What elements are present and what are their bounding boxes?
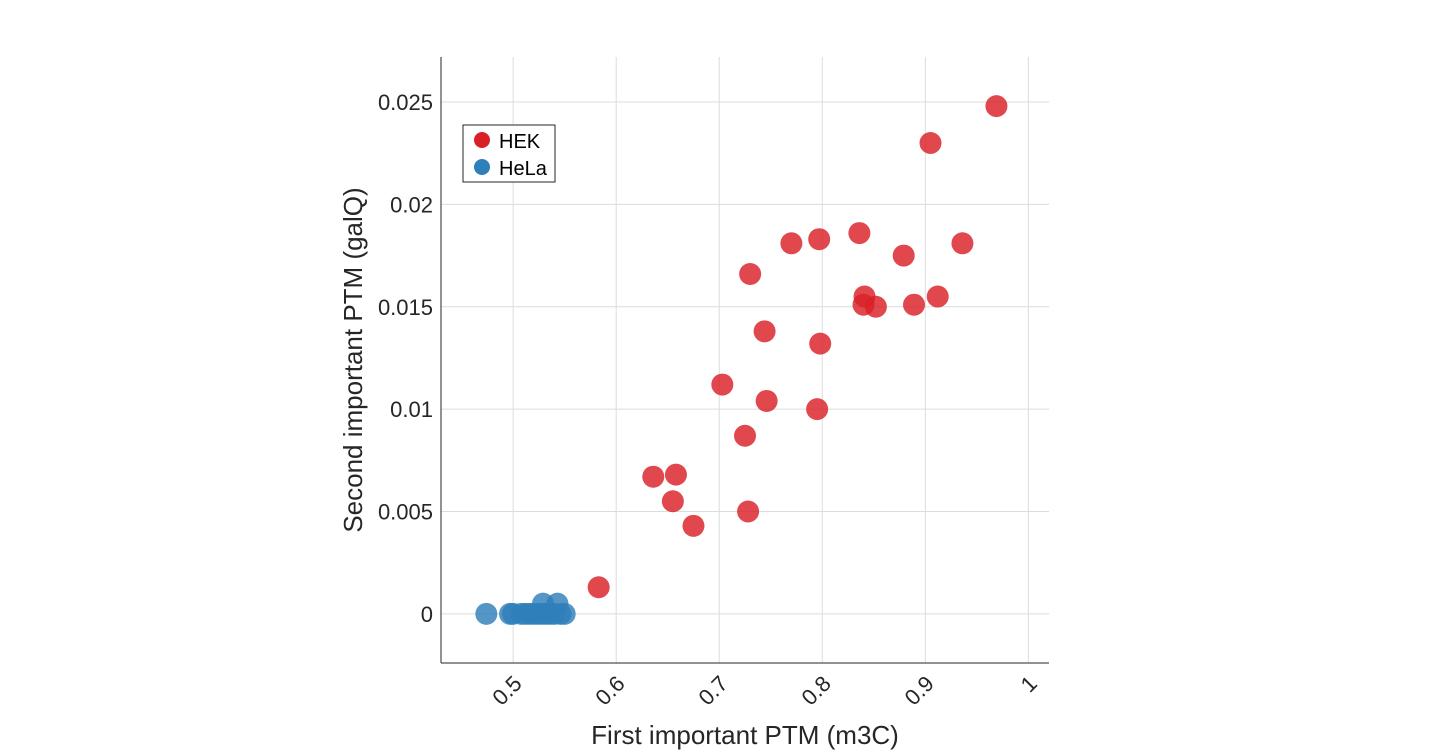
data-point-hela xyxy=(475,602,498,625)
data-point-hek xyxy=(664,463,687,486)
data-point-hek xyxy=(587,576,610,599)
axes xyxy=(440,57,1049,664)
legend: HEK HeLa xyxy=(462,124,556,183)
data-point-hek xyxy=(809,332,832,355)
y-tick-label: 0.02 xyxy=(390,192,433,217)
x-axis-title: First important PTM (m3C) xyxy=(591,720,899,750)
data-point-hek xyxy=(780,232,803,255)
data-point-hek xyxy=(737,500,760,523)
grid xyxy=(441,57,1049,663)
data-point-hek xyxy=(711,373,734,396)
y-tick-label: 0 xyxy=(421,602,433,627)
x-tick-label: 0.7 xyxy=(693,671,732,710)
x-tick-label: 0.6 xyxy=(590,671,629,710)
data-point-hek xyxy=(919,131,942,154)
data-point-hek xyxy=(642,465,665,488)
data-point-hek xyxy=(985,95,1008,118)
x-tick-label: 0.8 xyxy=(797,671,836,710)
data-point-hek xyxy=(661,490,684,513)
legend-label-hela: HeLa xyxy=(499,158,548,180)
data-point-hek xyxy=(848,222,871,245)
y-axis-title: Second important PTM (galQ) xyxy=(338,187,368,532)
data-point-hek xyxy=(739,263,762,286)
y-tick-label: 0.005 xyxy=(378,500,433,525)
data-point-hek xyxy=(806,398,829,421)
data-point-hek xyxy=(926,285,949,308)
data-point-hek xyxy=(903,293,926,316)
data-point-hek xyxy=(734,424,756,447)
data-point-hek xyxy=(892,244,915,267)
legend-marker-hek xyxy=(474,132,490,148)
data-point-hek xyxy=(951,232,974,255)
data-point-hek xyxy=(755,389,778,412)
legend-label-hek: HEK xyxy=(499,131,541,153)
data-point-hela xyxy=(553,602,576,625)
y-tick-label: 0.015 xyxy=(378,295,433,320)
x-tick-label: 1 xyxy=(1016,671,1042,697)
data-point-hek xyxy=(682,514,705,537)
x-tick-label: 0.9 xyxy=(900,671,939,710)
y-tick-label: 0.025 xyxy=(378,90,433,115)
data-point-hek xyxy=(753,320,776,343)
data-point-hek xyxy=(864,295,887,318)
y-tick-label: 0.01 xyxy=(390,397,433,422)
x-tick-label: 0.5 xyxy=(487,671,526,710)
data-point-hek xyxy=(808,228,831,251)
legend-marker-hela xyxy=(474,159,490,175)
data-points xyxy=(475,95,1008,625)
